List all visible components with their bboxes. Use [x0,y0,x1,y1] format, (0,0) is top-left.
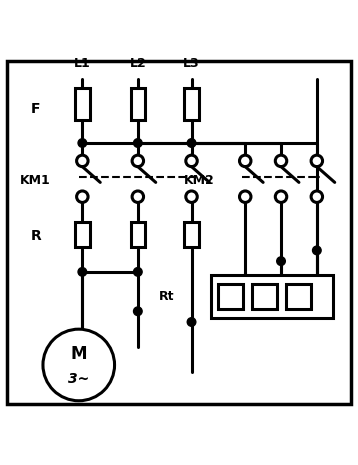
Text: KM2: KM2 [184,174,215,187]
Bar [291,289,307,305]
Circle shape [275,155,287,166]
Bar [257,289,273,305]
Circle shape [134,307,142,316]
Text: F: F [30,102,40,116]
Circle shape [313,246,321,255]
Text: Rt: Rt [159,291,175,304]
Circle shape [186,191,197,202]
Bar [252,285,277,310]
Circle shape [311,191,323,202]
Bar [223,289,239,305]
Text: M: M [71,345,87,363]
Bar [218,285,243,310]
Bar [184,222,199,247]
Text: 3~: 3~ [68,372,90,386]
Circle shape [186,155,197,166]
FancyBboxPatch shape [7,60,351,405]
Circle shape [240,191,251,202]
Circle shape [43,329,115,401]
Circle shape [132,191,144,202]
Circle shape [240,155,251,166]
Circle shape [132,155,144,166]
Bar [184,87,199,120]
Bar [286,285,311,310]
Circle shape [134,139,142,147]
Text: R: R [30,229,41,243]
Text: L1: L1 [74,57,91,70]
Bar [75,222,90,247]
Bar [75,87,90,120]
Circle shape [78,139,87,147]
Circle shape [187,139,196,147]
Circle shape [134,267,142,276]
Bar [211,275,333,319]
Circle shape [311,155,323,166]
Text: L3: L3 [183,57,200,70]
Bar [131,87,145,120]
Bar [131,222,145,247]
Text: KM1: KM1 [20,174,50,187]
Text: L2: L2 [130,57,146,70]
Circle shape [277,257,285,266]
Circle shape [77,155,88,166]
Circle shape [78,267,87,276]
Circle shape [275,191,287,202]
Circle shape [77,191,88,202]
Circle shape [187,318,196,326]
